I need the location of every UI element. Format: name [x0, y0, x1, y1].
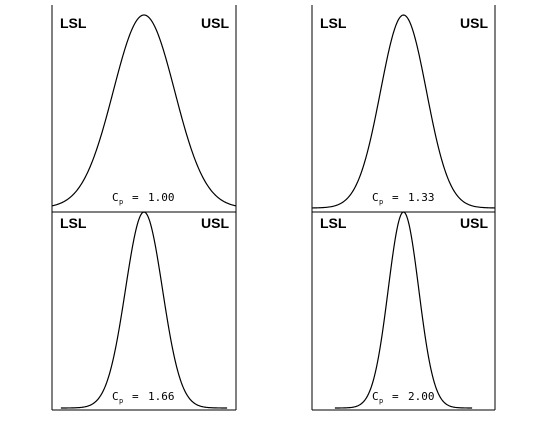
- cp-annotation: C p = 1.33: [372, 191, 435, 206]
- lsl-label: LSL: [320, 215, 347, 231]
- usl-label: USL: [460, 215, 488, 231]
- cp-annotation: C p = 1.00: [112, 191, 175, 206]
- lsl-label: LSL: [60, 215, 87, 231]
- distribution-curve: [60, 211, 228, 409]
- cp-annotation: C p = 2.00: [372, 390, 435, 405]
- cp-equals: =: [132, 191, 139, 204]
- panel-cp-1-00: LSL USL C p = 1.00: [51, 5, 237, 213]
- distribution-curve: [51, 14, 237, 207]
- panel-cp-1-33: LSL USL C p = 1.33: [311, 5, 496, 213]
- lsl-label: LSL: [60, 15, 87, 31]
- usl-label: USL: [201, 215, 229, 231]
- cp-equals: =: [392, 191, 399, 204]
- lsl-label: LSL: [320, 15, 347, 31]
- cp-subscript: p: [379, 198, 383, 206]
- cp-value: 1.00: [148, 191, 175, 204]
- panel-cp-1-66: LSL USL C p = 1.66: [51, 211, 237, 411]
- cp-value: 1.33: [408, 191, 435, 204]
- usl-label: USL: [460, 15, 488, 31]
- cp-value: 1.66: [148, 390, 175, 403]
- usl-label: USL: [201, 15, 229, 31]
- cp-symbol: C: [112, 191, 119, 204]
- cp-subscript: p: [119, 397, 123, 405]
- cp-subscript: p: [119, 198, 123, 206]
- cp-value: 2.00: [408, 390, 435, 403]
- distribution-curve: [334, 211, 473, 409]
- distribution-curve: [311, 14, 496, 209]
- cp-subscript: p: [379, 397, 383, 405]
- cp-symbol: C: [112, 390, 119, 403]
- cp-symbol: C: [372, 390, 379, 403]
- cp-equals: =: [132, 390, 139, 403]
- panel-cp-2-00: LSL USL C p = 2.00: [311, 211, 496, 411]
- cp-symbol: C: [372, 191, 379, 204]
- cp-equals: =: [392, 390, 399, 403]
- cp-annotation: C p = 1.66: [112, 390, 175, 405]
